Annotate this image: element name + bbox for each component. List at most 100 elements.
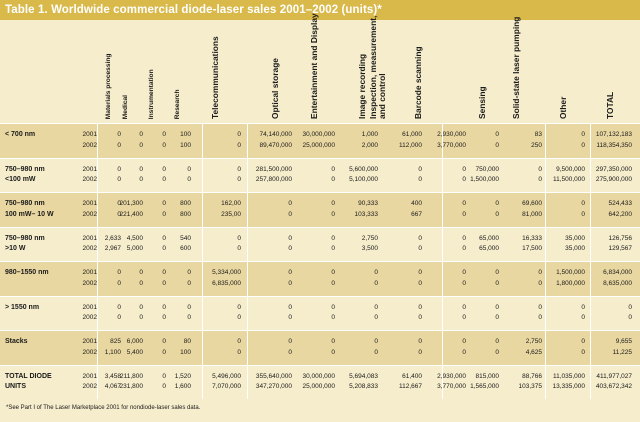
value-cell: 0 [237,338,241,345]
value-cell: 347,270,000 [255,383,292,390]
value-cell: 3,500 [361,245,378,252]
footnote: *See Part I of The Laser Marketplace 200… [6,405,201,411]
value-cell: 100 [180,348,191,356]
column-divider [590,123,591,399]
value-cell: 0 [237,234,241,242]
value-cell: 9,500,000 [556,165,585,173]
table-row [0,123,640,158]
column-header-label: Other [558,96,568,119]
value-cell: 30,000,000 [302,372,335,380]
year-cell: 2002 [82,279,97,287]
value-cell: 0 [288,348,292,356]
value-cell: 89,470,000 [259,141,292,149]
value-cell: 6,000 [126,338,143,345]
value-cell: 1,565,000 [470,383,499,390]
column-header-label: Research [173,89,181,119]
column-divider [545,123,546,399]
column-header-label: Medical [121,94,129,119]
value-cell: 0 [495,200,499,207]
column-divider [442,123,443,399]
value-cell: 0 [418,314,422,321]
value-cell: 0 [187,279,191,287]
value-cell: 25,000,000 [302,141,335,149]
row-divider [0,226,640,228]
value-cell: 0 [331,165,335,173]
value-cell: 3,770,000 [437,141,466,149]
value-cell: 2,930,000 [437,131,466,138]
year-cell: 2001 [82,269,97,276]
value-cell: 0 [331,338,335,345]
value-cell: 0 [237,303,241,311]
value-cell: 0 [288,338,292,345]
value-cell: 0 [162,383,166,390]
total-cell: 126,756 [608,234,633,242]
value-cell: 355,640,000 [255,372,292,380]
row-divider [0,123,640,124]
value-cell: 0 [237,314,241,321]
column-header-label: TOTAL [605,91,615,119]
total-cell: 297,350,000 [595,165,632,173]
column-header: Sensing [475,23,489,119]
value-cell: 11,035,000 [552,372,585,380]
value-cell: 100 [180,131,191,138]
value-cell: 0 [495,131,499,138]
column-header-label: Solid-state laser pumping [511,16,521,119]
year-cell: 2002 [82,383,97,390]
row-sublabel: >10 W [5,245,26,252]
value-cell: 6,835,000 [212,279,241,287]
value-cell: 1,800,000 [556,279,585,287]
table-row [0,261,640,296]
value-cell: 0 [581,303,585,311]
total-cell: 642,200 [608,210,633,218]
value-cell: 4,067 [104,383,121,390]
value-cell: 0 [288,314,292,321]
value-cell: 0 [462,234,466,242]
value-cell: 0 [462,338,466,345]
value-cell: 0 [495,338,499,345]
value-cell: 0 [581,131,585,138]
value-cell: 0 [331,269,335,276]
year-cell: 2001 [82,372,97,380]
year-cell: 2001 [82,338,97,345]
row-divider [0,330,640,331]
year-cell: 2001 [82,234,97,242]
value-cell: 83 [534,131,542,138]
table-row [0,295,640,330]
value-cell: 0 [162,348,166,356]
value-cell: 100 [180,141,191,149]
value-cell: 0 [418,269,422,276]
value-cell: 0 [139,141,143,149]
value-cell: 0 [462,269,466,276]
value-cell: 0 [187,269,191,276]
value-cell: 0 [162,303,166,311]
value-cell: 0 [495,303,499,311]
value-cell: 0 [237,176,241,183]
value-cell: 5,208,833 [349,383,378,390]
value-cell: 0 [495,210,499,218]
column-divider [247,123,248,399]
value-cell: 0 [418,338,422,345]
value-cell: 0 [462,245,466,252]
row-divider [0,192,640,193]
value-cell: 0 [117,165,121,173]
value-cell: 667 [411,210,422,218]
value-cell: 0 [495,314,499,321]
value-cell: 0 [374,279,378,287]
value-cell: 61,000 [402,131,422,138]
value-cell: 0 [581,348,585,356]
value-cell: 211,800 [119,372,143,380]
value-cell: 0 [162,141,166,149]
value-cell: 0 [418,245,422,252]
value-cell: 540 [180,234,191,242]
value-cell: 0 [139,176,143,183]
value-cell: 25,000,000 [302,383,335,390]
total-cell: 0 [628,314,632,321]
value-cell: 0 [462,165,466,173]
value-cell: 0 [418,303,422,311]
value-cell: 61,400 [402,372,422,380]
value-cell: 257,800,000 [255,176,292,183]
value-cell: 0 [237,131,241,138]
value-cell: 0 [495,279,499,287]
value-cell: 2,750 [525,338,542,345]
value-cell: 69,600 [522,200,542,207]
